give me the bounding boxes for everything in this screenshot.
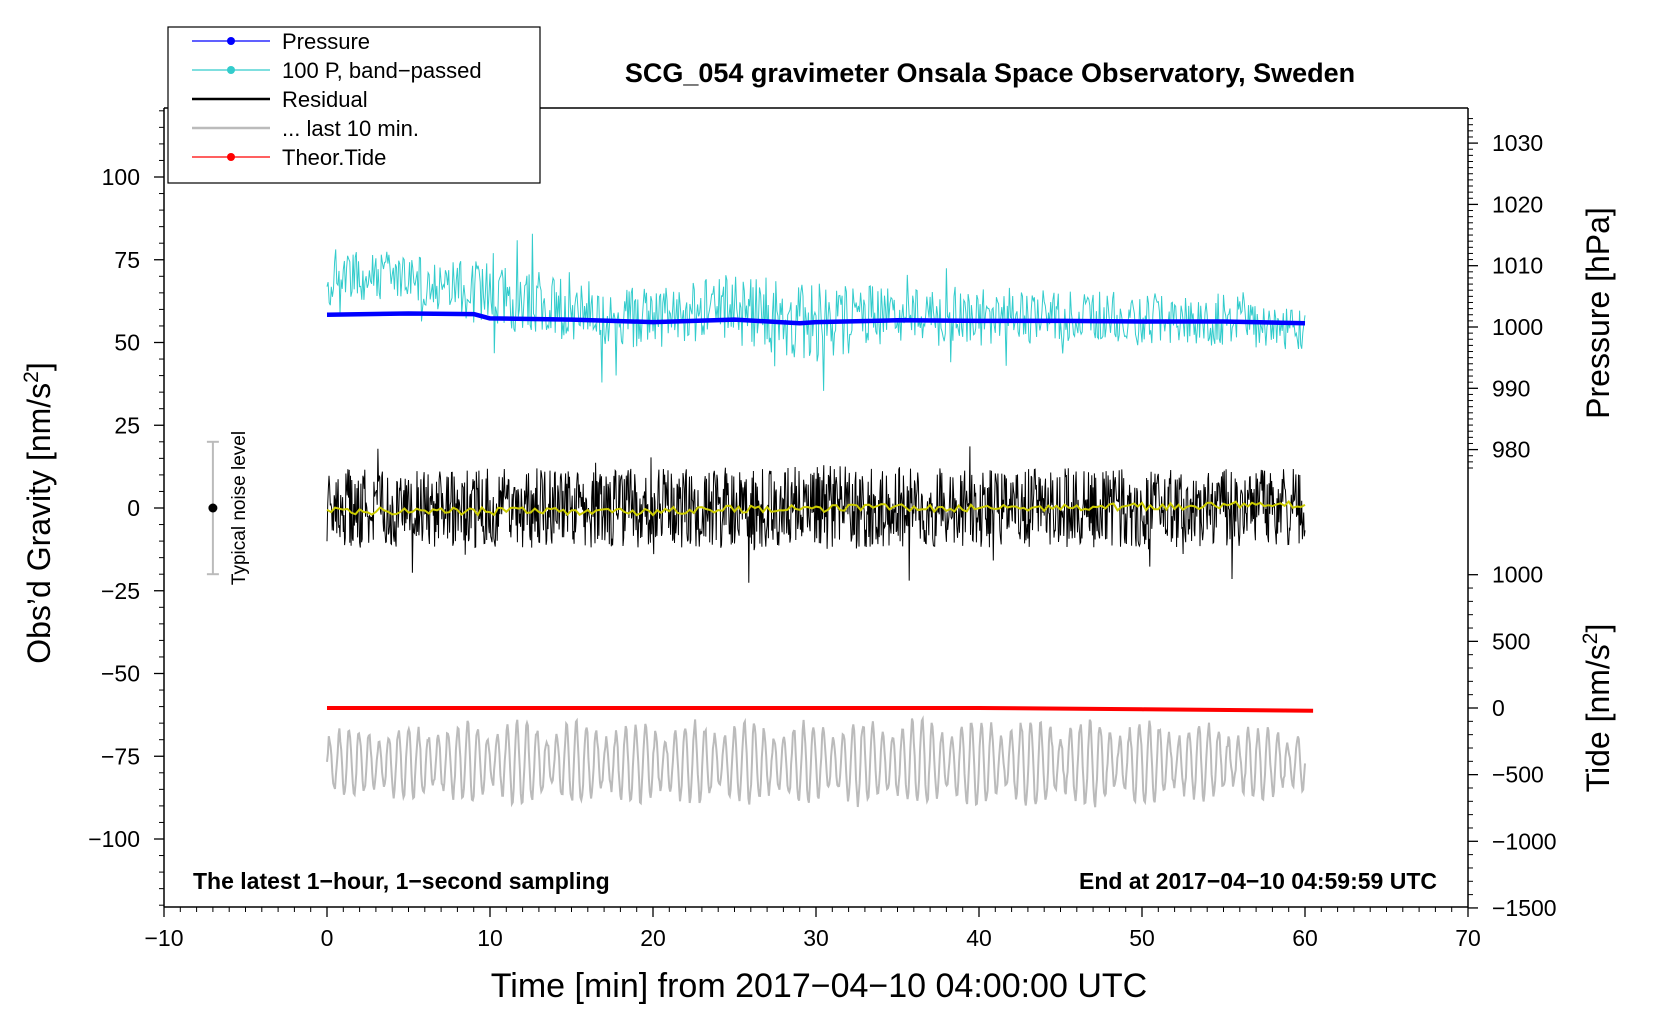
x-tick-label: 60 [1292, 925, 1318, 951]
x-tick-label: 0 [321, 925, 334, 951]
legend-items: Pressure 100 P, band−passed Residual ... la… [192, 29, 482, 170]
noise-label: Typical noise level [229, 431, 250, 585]
pressure-tick-label: 980 [1492, 437, 1530, 463]
x-tick-label: 70 [1455, 925, 1481, 951]
data-traces [326, 233, 1314, 808]
y-tick-label: −100 [88, 826, 140, 852]
pressure-tick-label: 1010 [1492, 253, 1543, 279]
legend-label: Theor.Tide [282, 145, 386, 170]
noise-indicator: Typical noise level [206, 431, 250, 585]
y-tick-label: 75 [114, 247, 140, 273]
residual-series [326, 446, 1306, 583]
legend-label: 100 P, band−passed [282, 58, 482, 83]
pressure-tick-label: 1000 [1492, 314, 1543, 340]
last-10-min-series [326, 715, 1306, 808]
pressure-tick-label: 1020 [1492, 191, 1543, 217]
pressure-axis-label: Pressure [hPa] [1580, 207, 1616, 419]
legend-label: Pressure [282, 29, 370, 54]
y-tick-label: 100 [102, 164, 140, 190]
bandpassed-pressure-series [326, 233, 1306, 391]
legend-marker [227, 66, 235, 74]
legend-label: ... last 10 min. [282, 116, 419, 141]
annotation-left: The latest 1−hour, 1−second sampling [193, 868, 610, 894]
pressure-tick-label: 990 [1492, 375, 1530, 401]
x-tick-label: 40 [966, 925, 992, 951]
y-tick-label: −50 [101, 661, 140, 687]
tide-axis-label: Tide [nm/s2] [1579, 624, 1616, 793]
x-tick-label: −10 [144, 925, 183, 951]
tide-tick-label: 0 [1492, 695, 1505, 721]
legend-marker [227, 153, 235, 161]
tide-tick-label: −1500 [1492, 895, 1557, 921]
pressure-tick-label: 1030 [1492, 130, 1543, 156]
residual-smoothed-series [326, 500, 1306, 517]
legend: Pressure 100 P, band−passed Residual ... la… [167, 26, 541, 184]
tide-tick-label: −1000 [1492, 828, 1557, 854]
tide-tick-label: −500 [1492, 762, 1544, 788]
x-tick-label: 30 [803, 925, 829, 951]
ticks: −10 0 10 20 30 40 50 60 701007550250−25−50−75−10… [88, 110, 1557, 951]
x-tick-label: 50 [1129, 925, 1155, 951]
x-tick-label: 20 [640, 925, 666, 951]
y-tick-label: 50 [114, 330, 140, 356]
y-tick-label: 0 [127, 495, 140, 521]
y-tick-label: −25 [101, 578, 140, 604]
y-tick-label: 25 [114, 412, 140, 438]
x-axis-label: Time [min] from 2017−04−10 04:00:00 UTC [491, 967, 1147, 1005]
chart-title: SCG_054 gravimeter Onsala Space Observat… [625, 58, 1355, 88]
annotation-right: End at 2017−04−10 04:59:59 UTC [1079, 868, 1437, 894]
x-tick-label: 10 [477, 925, 503, 951]
pressure-series [326, 311, 1306, 326]
tide-series [327, 706, 1314, 713]
tide-tick-label: 1000 [1492, 562, 1543, 588]
y-axis-label: Obs’d Gravity [nm/s2] [20, 362, 57, 664]
y-tick-label: −75 [101, 743, 140, 769]
legend-marker [227, 37, 235, 45]
noise-center-dot [208, 503, 218, 513]
tide-tick-label: 500 [1492, 628, 1530, 654]
legend-label: Residual [282, 87, 368, 112]
